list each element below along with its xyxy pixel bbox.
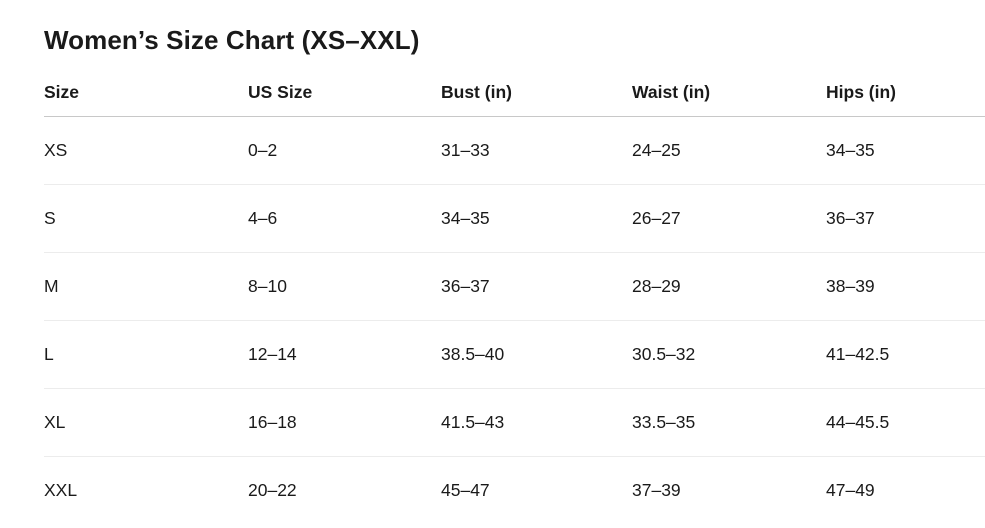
size-cell: XXL (44, 480, 78, 500)
waist-cell: 28–29 (632, 252, 826, 321)
waist-cell: 37–39 (632, 480, 681, 500)
size-cell: XL (44, 388, 248, 457)
column-header-bust: Bust (in) (441, 56, 632, 117)
us-size-cell: 16–18 (248, 388, 441, 457)
table-row-l: L 12–14 38.5–40 30.5–32 41–42.5 (44, 320, 985, 389)
size-cell: L (44, 320, 248, 389)
waist-cell: 24–25 (632, 116, 826, 185)
hips-cell: 36–37 (826, 184, 985, 253)
column-header-us-size: US Size (248, 56, 441, 117)
us-size-cell: 4–6 (248, 184, 441, 253)
bust-cell: 31–33 (441, 116, 632, 185)
table-row-xl: XL 16–18 41.5–43 33.5–35 44–45.5 (44, 388, 985, 457)
us-size-cell: 0–2 (248, 116, 441, 185)
us-size-cell: 8–10 (248, 252, 441, 321)
table-row-s: S 4–6 34–35 26–27 36–37 (44, 184, 985, 253)
size-chart-table: Size US Size Bust (in) Waist (in) Hips (… (44, 56, 985, 524)
bust-cell: 38.5–40 (441, 320, 632, 389)
hips-cell: 47–49 (826, 480, 875, 500)
size-cell: M (44, 252, 248, 321)
hips-cell: 44–45.5 (826, 388, 985, 457)
page-title: Women’s Size Chart (XS–XXL) (44, 25, 420, 55)
table-header-row: Size US Size Bust (in) Waist (in) Hips (… (44, 56, 985, 117)
table-row-xs: XS 0–2 31–33 24–25 34–35 (44, 116, 985, 185)
hips-cell: 34–35 (826, 116, 985, 185)
waist-cell: 26–27 (632, 184, 826, 253)
bust-cell: 36–37 (441, 252, 632, 321)
bust-cell: 45–47 (441, 480, 490, 500)
size-cell: XS (44, 116, 248, 185)
column-header-size: Size (44, 56, 248, 117)
us-size-cell: 12–14 (248, 320, 441, 389)
bust-cell: 41.5–43 (441, 388, 632, 457)
hips-cell: 41–42.5 (826, 320, 985, 389)
table-row-xxl: XXL 20–22 45–47 37–39 47–49 (44, 457, 985, 525)
bust-cell: 34–35 (441, 184, 632, 253)
us-size-cell: 20–22 (248, 480, 297, 500)
column-header-waist: Waist (in) (632, 56, 826, 117)
waist-cell: 30.5–32 (632, 320, 826, 389)
table-row-m: M 8–10 36–37 28–29 38–39 (44, 252, 985, 321)
hips-cell: 38–39 (826, 252, 985, 321)
column-header-hips: Hips (in) (826, 56, 985, 117)
waist-cell: 33.5–35 (632, 388, 826, 457)
size-cell: S (44, 184, 248, 253)
